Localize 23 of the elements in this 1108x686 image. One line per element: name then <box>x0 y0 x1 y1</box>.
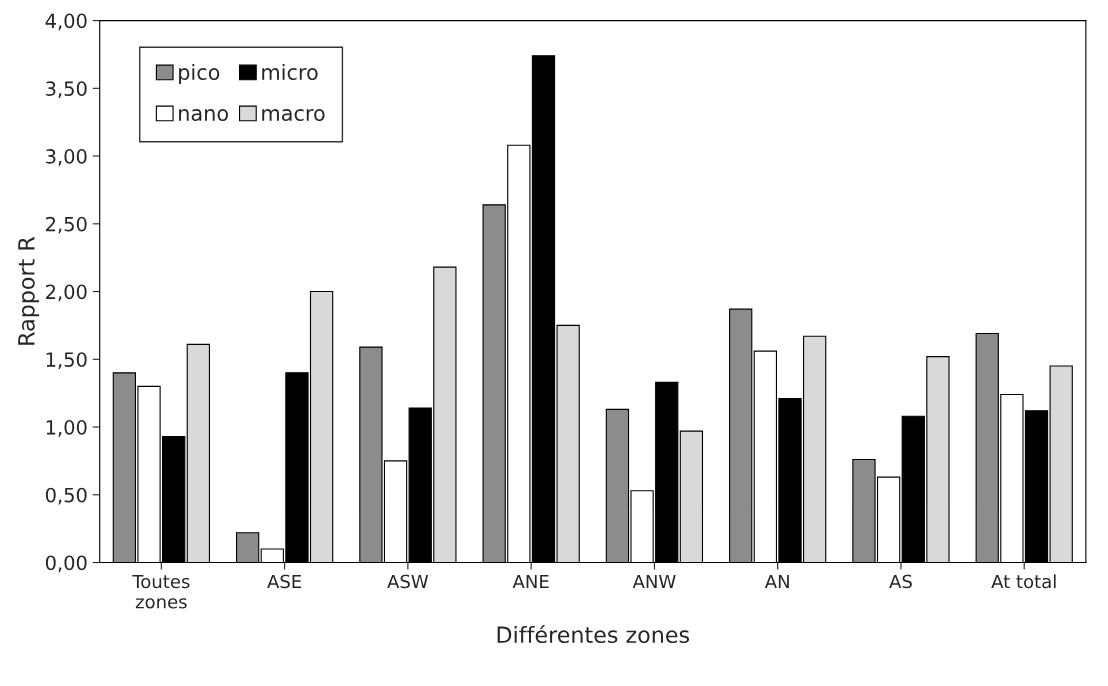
x-tick-label: ASW <box>387 574 429 589</box>
legend-label: macro <box>262 109 325 122</box>
x-tick-label: ANW <box>632 574 676 589</box>
x-tick-label: AN <box>764 574 789 589</box>
legend-label: micro <box>262 63 318 81</box>
y-tick-label: 4,00 <box>45 13 87 31</box>
y-axis-title: Rapport R <box>18 236 40 345</box>
x-tick-label: AS <box>889 574 912 589</box>
y-tick-label: 3,50 <box>46 81 87 98</box>
y-tick-label: 1,00 <box>46 419 87 437</box>
x-tick-label: Toutes zones <box>132 574 190 609</box>
y-tick-label: 3,00 <box>46 149 87 166</box>
x-tick-label: At total <box>991 574 1056 589</box>
x-tick-label: ASE <box>267 574 302 589</box>
y-tick-label: 2,00 <box>46 284 87 302</box>
y-tick-label: 2,50 <box>46 216 87 234</box>
y-tick-label: 1,50 <box>46 352 87 369</box>
legend-label: nano <box>179 109 228 122</box>
x-axis-title: Différentes zones <box>497 625 690 644</box>
x-tick-label: ANE <box>512 574 549 589</box>
y-tick-label: 0,00 <box>45 555 87 573</box>
legend-label: pico <box>179 63 220 85</box>
y-tick-label: 0,50 <box>45 487 87 505</box>
